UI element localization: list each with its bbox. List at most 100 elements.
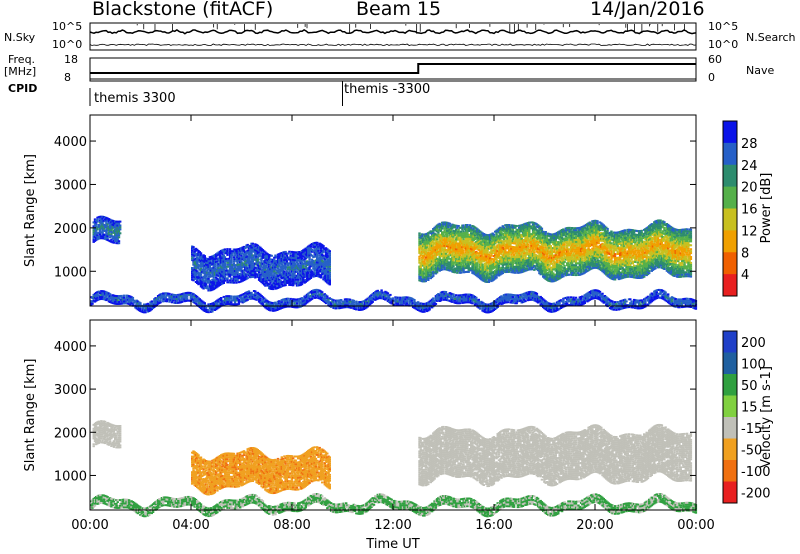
data-cell [629, 267, 632, 270]
data-cell [462, 259, 465, 262]
data-cell [523, 246, 526, 249]
data-cell [518, 234, 521, 237]
data-cell [588, 225, 592, 228]
data-cell [544, 268, 547, 271]
data-cell [477, 254, 480, 257]
data-cell [453, 244, 456, 246]
data-cell [674, 265, 677, 268]
data-cell [483, 237, 487, 240]
data-cell [191, 245, 194, 248]
data-cell [625, 274, 628, 276]
data-cell [482, 250, 485, 253]
data-cell [619, 252, 622, 255]
data-cell [98, 237, 102, 240]
data-cell [462, 230, 465, 233]
data-cell [639, 249, 642, 252]
data-cell [607, 246, 610, 249]
data-cell [520, 237, 523, 240]
data-cell [617, 235, 621, 238]
data-cell [634, 266, 637, 269]
data-cell [658, 223, 661, 226]
data-cell [496, 244, 499, 247]
data-cell [664, 243, 667, 246]
data-cell [615, 257, 618, 260]
data-cell [632, 237, 636, 240]
data-cell [453, 224, 456, 227]
data-cell [457, 252, 460, 255]
data-cell [629, 236, 632, 239]
data-cell [462, 271, 465, 274]
data-cell [494, 236, 497, 239]
data-cell [683, 232, 686, 235]
data-cell [615, 270, 618, 273]
data-cell [423, 245, 426, 248]
data-cell [473, 265, 477, 268]
data-cell [648, 266, 651, 269]
data-cell [655, 237, 658, 240]
data-cell [578, 254, 581, 257]
data-cell [443, 231, 446, 234]
data-cell [114, 220, 117, 223]
data-cell [659, 262, 662, 265]
data-cell [453, 267, 456, 270]
data-cell [608, 270, 612, 273]
data-cell [92, 235, 95, 238]
data-cell [663, 264, 666, 267]
data-cell [435, 267, 439, 270]
data-cell [544, 256, 547, 259]
data-cell [654, 232, 657, 235]
data-cell [536, 237, 540, 240]
data-cell [560, 254, 564, 257]
data-cell [601, 242, 604, 245]
data-cell [550, 256, 554, 259]
data-cell [490, 266, 493, 269]
data-cell [506, 239, 509, 242]
data-cell [603, 241, 607, 244]
data-cell [669, 268, 672, 271]
data-cell [483, 233, 487, 236]
data-cell [486, 234, 489, 237]
data-cell [429, 273, 432, 276]
data-cell [478, 255, 482, 258]
data-cell [100, 217, 103, 220]
data-cell [472, 245, 475, 248]
data-cell [490, 248, 493, 251]
data-cell [476, 275, 479, 278]
data-cell [449, 242, 453, 245]
data-cell [577, 234, 580, 237]
data-cell [533, 231, 536, 234]
data-cell [506, 268, 509, 271]
data-cell [466, 229, 469, 232]
data-cell [578, 228, 581, 231]
data-cell [547, 259, 550, 262]
data-cell [603, 229, 607, 232]
data-cell [514, 238, 517, 241]
data-cell [446, 257, 449, 259]
data-cell [639, 243, 642, 246]
data-cell [523, 252, 526, 255]
data-cell [588, 248, 592, 251]
data-cell [476, 234, 479, 237]
data-cell [533, 227, 536, 230]
data-cell [630, 258, 633, 261]
data-cell [501, 272, 504, 275]
data-cell [637, 245, 641, 248]
data-cell [437, 258, 440, 261]
data-cell [490, 280, 493, 283]
data-cell [602, 238, 605, 241]
data-cell [110, 238, 113, 241]
data-cell [543, 243, 546, 246]
data-cell [646, 267, 650, 270]
data-cell [674, 263, 677, 266]
data-cell [637, 267, 641, 270]
data-cell [433, 263, 436, 266]
data-cell [114, 226, 117, 229]
data-cell [505, 233, 508, 236]
data-cell [641, 262, 645, 265]
data-cell [432, 243, 435, 246]
data-cell [540, 227, 544, 230]
data-cell [456, 246, 459, 249]
data-cell [452, 233, 455, 236]
data-cell [567, 236, 570, 239]
data-cell [478, 263, 482, 266]
